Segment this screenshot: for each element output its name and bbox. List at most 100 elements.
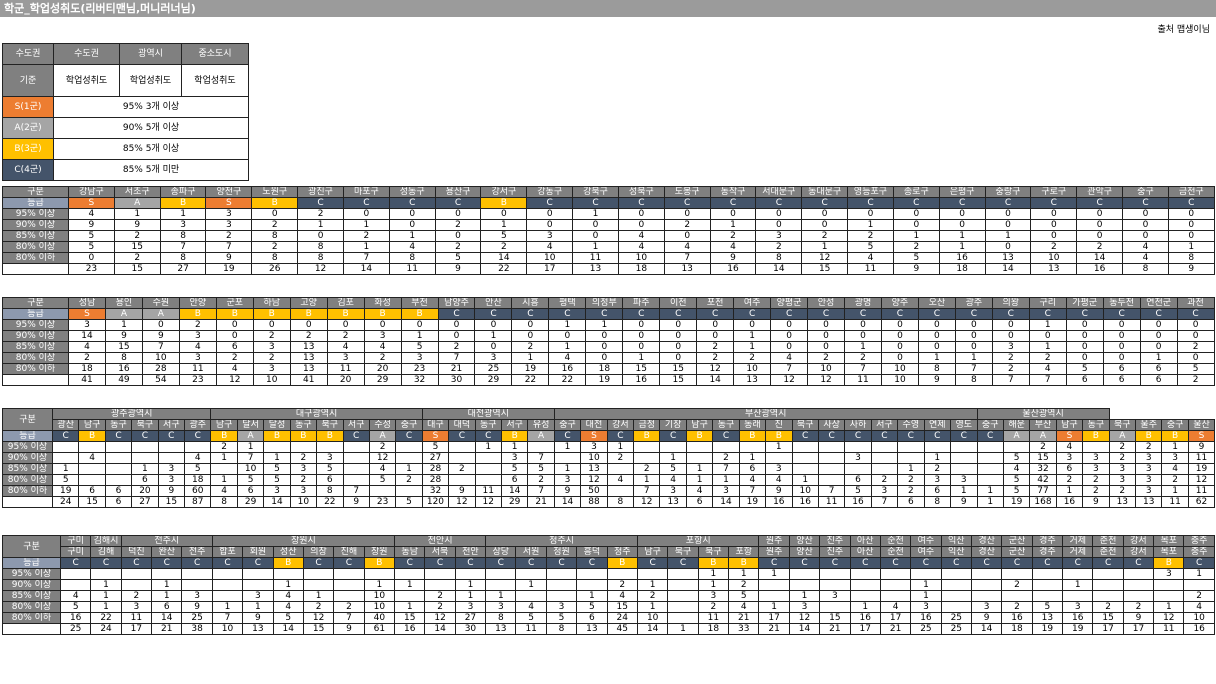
- value-cell: 25: [474, 363, 513, 375]
- region-group-header: 충주: [1183, 535, 1215, 547]
- value-cell: 0: [1176, 352, 1215, 364]
- value-cell: 8: [1122, 263, 1169, 275]
- region-name: 서대문구: [755, 186, 803, 198]
- value-cell: 13: [1031, 612, 1064, 624]
- value-cell: 6: [576, 612, 608, 624]
- value-cell: 1: [51, 463, 80, 475]
- value-cell: 5: [527, 463, 555, 475]
- legend-header: 수도권: [53, 43, 120, 65]
- value-cell: 16: [1183, 623, 1215, 635]
- value-cell: 0: [526, 219, 574, 231]
- value-cell: 2: [923, 463, 951, 475]
- value-cell: [342, 474, 370, 486]
- grade-cell: C: [1139, 308, 1178, 320]
- value-cell: 14: [272, 623, 304, 635]
- value-cell: 0: [880, 352, 919, 364]
- grade-cell: C: [712, 430, 740, 442]
- value-cell: [633, 441, 661, 453]
- value-cell: 1: [636, 601, 669, 613]
- value-cell: [395, 485, 423, 497]
- value-cell: 1: [576, 590, 608, 602]
- value-cell: 0: [1030, 219, 1078, 231]
- value-cell: 22: [511, 374, 550, 386]
- value-cell: 25: [910, 623, 942, 635]
- value-cell: 2: [1028, 352, 1067, 364]
- value-cell: 2: [1076, 241, 1124, 253]
- region-name: 서원: [515, 546, 547, 558]
- grade-cell: C: [1167, 197, 1215, 209]
- grade-desc: 90% 5개 이상: [53, 117, 249, 139]
- value-cell: 6: [78, 485, 106, 497]
- value-cell: 0: [1122, 230, 1169, 242]
- value-cell: 2: [424, 590, 456, 602]
- value-cell: 3: [765, 463, 793, 475]
- grade-cell: C: [880, 308, 919, 320]
- value-cell: 9: [1167, 263, 1215, 275]
- value-cell: 0: [938, 219, 986, 231]
- value-cell: 1: [151, 579, 183, 591]
- value-cell: 5: [500, 463, 529, 475]
- grade-cell: C: [910, 557, 942, 569]
- source-credit: 출처 맵생이님: [1157, 25, 1210, 35]
- value-cell: 29: [500, 496, 529, 508]
- value-cell: 5: [1002, 485, 1031, 497]
- region-name: 서초구: [113, 186, 161, 198]
- value-cell: 3: [923, 474, 951, 486]
- value-cell: 13: [984, 252, 1032, 264]
- value-cell: 19: [1031, 623, 1064, 635]
- value-cell: [1122, 568, 1155, 580]
- value-cell: 1: [159, 208, 207, 220]
- value-cell: 2: [527, 474, 555, 486]
- region-name: 동래: [738, 419, 767, 431]
- value-cell: 23: [68, 263, 115, 275]
- value-cell: 2: [1055, 474, 1084, 486]
- value-cell: 11: [120, 612, 153, 624]
- value-cell: 5: [421, 441, 450, 453]
- value-cell: 10: [252, 374, 291, 386]
- row-label-r80: 80% 이상: [2, 241, 69, 253]
- value-cell: 2: [289, 452, 318, 464]
- value-cell: 0: [755, 208, 803, 220]
- value-cell: 120: [421, 496, 450, 508]
- value-cell: 0: [1102, 319, 1141, 331]
- value-cell: 2: [1001, 579, 1033, 591]
- value-cell: 20: [363, 363, 402, 375]
- grade-cell: S: [421, 430, 450, 442]
- grade-cell: C: [242, 557, 274, 569]
- value-cell: [1082, 441, 1110, 453]
- value-cell: 2: [636, 590, 669, 602]
- region-name: 영도: [949, 419, 978, 431]
- grade-cell: B: [252, 308, 291, 320]
- value-cell: [1062, 568, 1094, 580]
- grade-cell: C: [424, 557, 456, 569]
- value-cell: 0: [954, 341, 993, 353]
- value-cell: 2: [755, 241, 803, 253]
- value-cell: 7: [738, 485, 767, 497]
- value-cell: [1183, 579, 1215, 591]
- value-cell: 1: [1183, 568, 1215, 580]
- value-cell: [758, 579, 790, 591]
- value-cell: [712, 441, 740, 453]
- grade-cell: B: [363, 308, 402, 320]
- value-cell: 27: [131, 496, 159, 508]
- value-cell: 11: [847, 263, 894, 275]
- value-cell: 9: [141, 330, 180, 342]
- grade-cell: C: [157, 430, 186, 442]
- region-name: 영등포구: [847, 186, 894, 198]
- region-group-header: 강서: [1122, 535, 1155, 547]
- value-cell: 12: [448, 496, 476, 508]
- region-name: 사하: [844, 419, 872, 431]
- value-cell: 15: [819, 612, 851, 624]
- value-cell: 18: [68, 363, 106, 375]
- value-cell: 5: [1065, 363, 1104, 375]
- sheet-title: 학군_학업성취도(리버티맨님,머니러너님): [0, 0, 1216, 17]
- value-cell: [685, 441, 714, 453]
- region-name: 동남: [394, 546, 426, 558]
- value-cell: 10: [236, 463, 265, 475]
- value-cell: [120, 579, 153, 591]
- grade-cell: C: [791, 430, 819, 442]
- value-cell: [949, 452, 978, 464]
- value-cell: 2: [434, 219, 482, 231]
- value-cell: 3: [363, 330, 402, 342]
- value-cell: 28: [421, 463, 450, 475]
